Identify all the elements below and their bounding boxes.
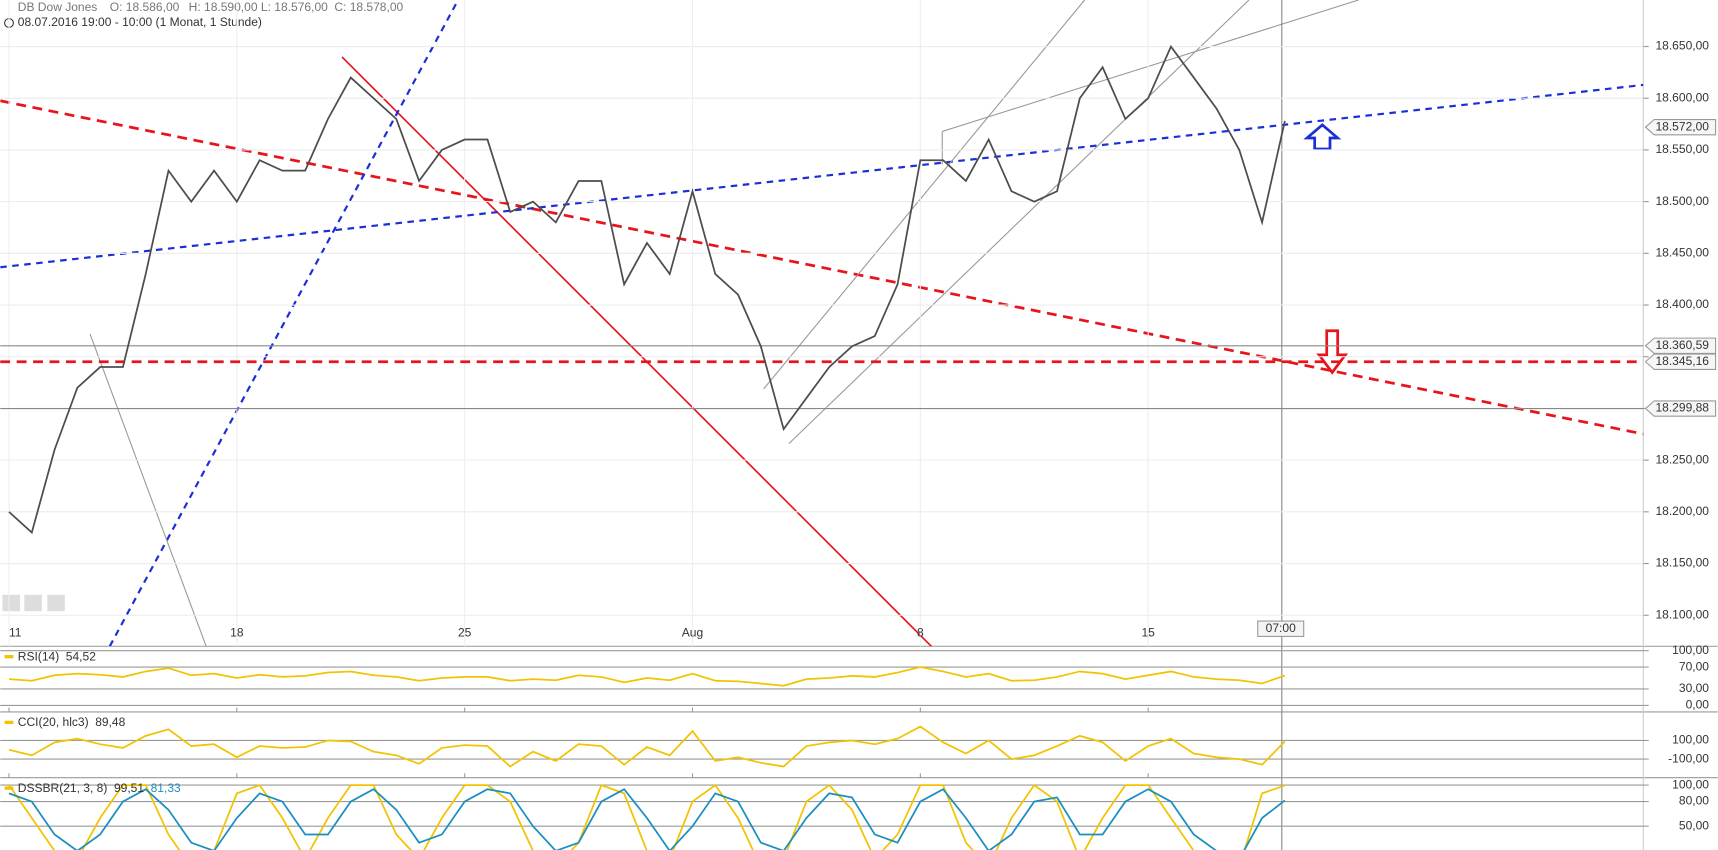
y-tick-label: 80,00 <box>1679 794 1709 808</box>
legend-swatch <box>4 786 14 790</box>
level-label: 18.360,59 <box>1655 338 1709 352</box>
ohlc-open: O: 18.586,00 <box>110 0 180 14</box>
indicator-value: 89,48 <box>95 715 125 729</box>
y-tick-label: 18.600,00 <box>1655 90 1709 104</box>
trendline <box>788 0 1250 445</box>
crosshair-tag <box>1257 620 1305 637</box>
series-line <box>8 666 1286 687</box>
arrow-up <box>1303 123 1342 151</box>
series-line <box>8 725 1286 768</box>
x-tick-label: 25 <box>458 625 472 639</box>
indicator-value: 99,51 <box>114 781 144 795</box>
y-tick-label: 100,00 <box>1672 777 1709 791</box>
trendlines <box>0 0 1644 647</box>
ohlc-high: H: 18.590,00 <box>189 0 258 14</box>
y-tick-label: 18.450,00 <box>1655 246 1709 260</box>
y-tick-label: 18.650,00 <box>1655 39 1709 53</box>
y-tick-label: 70,00 <box>1679 659 1709 673</box>
y-tick-label: 100,00 <box>1672 733 1709 747</box>
toolbar-button[interactable] <box>47 594 65 612</box>
series-line <box>8 783 1286 850</box>
toolbar-button[interactable] <box>24 594 42 612</box>
trendline <box>942 0 1359 132</box>
ohlc-low: L: 18.576,00 <box>261 0 328 14</box>
y-tick-label: 30,00 <box>1679 681 1709 695</box>
y-tick-label: 100,00 <box>1672 643 1709 657</box>
level-tag <box>1644 353 1717 370</box>
level-tag <box>1644 337 1717 355</box>
series-group <box>8 666 1286 687</box>
level-label: 18.345,16 <box>1655 354 1709 368</box>
legend-swatch <box>4 655 14 659</box>
trendline <box>341 56 933 647</box>
indicator-title: RSI(14) <box>18 649 59 663</box>
legend-swatch <box>4 720 14 725</box>
y-tick-label: 18.150,00 <box>1655 556 1709 570</box>
x-tick-label: 15 <box>1141 625 1155 639</box>
x-tick-label: 8 <box>917 625 924 639</box>
x-tick-label: 11 <box>9 625 22 639</box>
level-tag <box>1644 400 1717 417</box>
series-group <box>8 783 1286 850</box>
series-group <box>8 44 1286 535</box>
trendline <box>0 99 1644 436</box>
indicator-title: DSSBR(21, 3, 8) <box>18 781 108 795</box>
y-tick-label: 18.400,00 <box>1655 297 1709 311</box>
level-label: 18.299,88 <box>1655 401 1709 415</box>
chart-subtitle: 08.07.2016 19:00 - 10:00 (1 Monat, 1 Stu… <box>18 15 262 29</box>
level-tag <box>1644 118 1717 136</box>
arrow-down <box>1316 329 1349 375</box>
toolbar-button[interactable] <box>2 594 20 612</box>
series-line <box>8 44 1286 535</box>
y-tick-label: 18.250,00 <box>1655 452 1709 466</box>
series-line <box>8 788 1286 850</box>
trendline <box>763 0 1086 390</box>
instrument-title: DB Dow Jones <box>18 0 98 14</box>
indicator-value: 54,52 <box>66 649 96 663</box>
y-tick-label: 18.500,00 <box>1655 194 1709 208</box>
indicator-title: CCI(20, hlc3) <box>18 715 89 729</box>
y-tick-label: 18.100,00 <box>1655 607 1709 621</box>
y-tick-label: -100,00 <box>1668 751 1709 765</box>
y-tick-label: 0,00 <box>1686 698 1710 712</box>
y-tick-label: 50,00 <box>1679 818 1709 832</box>
x-tick-label: 18 <box>230 625 244 639</box>
ohlc-close: C: 18.578,00 <box>334 0 403 14</box>
level-label: 18.572,00 <box>1655 119 1709 133</box>
trendline <box>108 0 460 647</box>
crosshair-label: 07:00 <box>1266 621 1296 635</box>
indicator-value: 81,33 <box>151 781 181 795</box>
trendline <box>0 83 1644 269</box>
trendline <box>89 333 207 647</box>
y-tick-label: 18.550,00 <box>1655 142 1709 156</box>
y-tick-label: 18.200,00 <box>1655 504 1709 518</box>
x-tick-label: Aug <box>682 625 703 639</box>
series-group <box>8 725 1286 768</box>
